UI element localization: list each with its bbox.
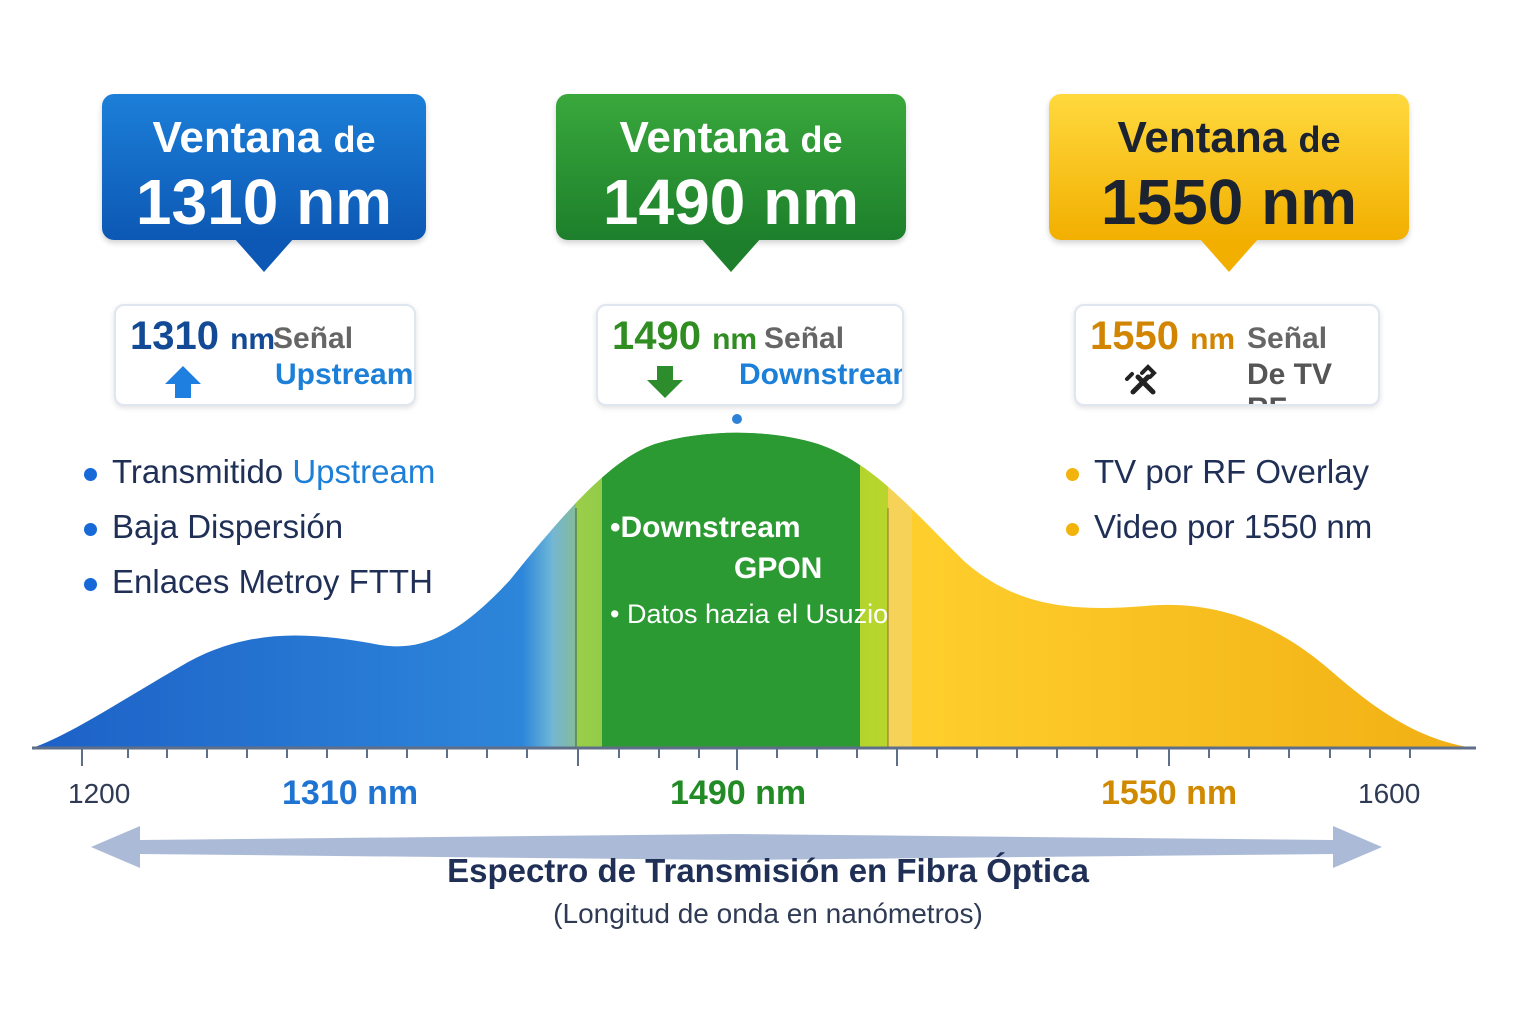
signal-card-downstream: 1490 nm Señal Downstream [596, 304, 904, 406]
signal-upstream-wavelength: 1310 nm [130, 314, 275, 359]
signal-rf-value: 1550 [1090, 314, 1179, 358]
signal-rf-type: De TV RF [1247, 358, 1333, 404]
callout-1310-title: Ventana de [102, 116, 426, 160]
callout-1490-prefix: Ventana [619, 113, 789, 162]
signal-downstream-unit: nm [712, 323, 758, 356]
up-arrow-icon [165, 366, 201, 398]
down-arrow-icon [647, 366, 683, 398]
callout-1490-suffix: de [800, 119, 843, 160]
callout-1310-suffix: de [333, 119, 376, 160]
callout-1490: Ventana de 1490 nm [556, 94, 906, 240]
axis-label-1310: 1310 nm [282, 774, 419, 812]
signal-downstream-wavelength: 1490 nm [612, 314, 757, 359]
signal-rf-wavelength: 1550 nm [1090, 314, 1235, 359]
bullet-upstream-1-text: Transmitido [112, 453, 293, 490]
signal-upstream-label: Señal [273, 322, 354, 355]
signal-rf-label: Señal [1247, 322, 1328, 355]
center-note-line3: • Datos hazia el Usuzio [610, 599, 889, 629]
axis-ticks [81, 748, 1411, 770]
callout-1310: Ventana de 1310 nm [102, 94, 426, 240]
callout-1490-value: 1490 nm [602, 166, 860, 238]
bullet-rf-2-text: Video por 1550 nm [1094, 507, 1373, 545]
bullet-upstream-3-text: Enlaces Metroy FTTH [112, 562, 433, 600]
center-note-line2: GPON [734, 552, 823, 585]
signal-downstream-type: Downstream [739, 358, 904, 391]
callout-1310-value: 1310 nm [135, 166, 393, 238]
peak-marker [732, 414, 742, 424]
diagram-title: Espectro de Transmisión en Fibra Óptica [447, 852, 1089, 889]
signal-upstream-type: Upstream [275, 358, 414, 391]
signal-downstream-label: Señal [764, 322, 845, 355]
axis-label-1550: 1550 nm [1101, 774, 1238, 812]
upstream-bullet-list: Transmitido Upstream Baja Dispersión Enl… [84, 453, 444, 620]
signal-card-upstream: 1310 nm Señal Upstream [114, 304, 416, 406]
spectrum-curve [32, 414, 1474, 748]
signal-card-rf-tv: 1550 nm Señal De TV RF [1074, 304, 1380, 406]
center-note-line1: •Downstream [610, 511, 801, 544]
signal-upstream-unit: nm [230, 323, 276, 356]
signal-downstream-value: 1490 [612, 314, 701, 358]
rf-bullet-list: TV por RF Overlay Video por 1550 nm [1066, 453, 1406, 565]
callout-1310-prefix: Ventana [152, 113, 322, 162]
axis-label-1600: 1600 [1358, 778, 1421, 809]
diagram-subtitle: (Longitud de onda en nanómetros) [553, 898, 983, 929]
bullet-upstream-1: Transmitido Upstream [84, 453, 444, 490]
signal-upstream-value: 1310 [130, 314, 219, 358]
signal-rf-unit: nm [1190, 323, 1236, 356]
callout-1550-title: Ventana de [1049, 116, 1409, 160]
callout-1550: Ventana de 1550 nm [1049, 94, 1409, 240]
bullet-rf-2: Video por 1550 nm [1066, 507, 1406, 545]
bullet-upstream-1-accent: Upstream [292, 453, 436, 490]
axis [32, 746, 1476, 770]
bullet-upstream-3: Enlaces Metroy FTTH [84, 562, 444, 600]
bullet-rf-1-text: TV por RF Overlay [1094, 453, 1370, 490]
bullet-rf-1: TV por RF Overlay [1066, 453, 1406, 490]
callout-1550-prefix: Ventana [1117, 113, 1287, 162]
tools-icon [1125, 364, 1157, 395]
axis-label-1490: 1490 nm [670, 774, 807, 812]
callout-1490-title: Ventana de [556, 116, 906, 160]
range-arrow [91, 826, 1382, 868]
callout-1550-suffix: de [1298, 119, 1341, 160]
bullet-upstream-2: Baja Dispersión [84, 507, 444, 545]
bullet-upstream-2-text: Baja Dispersión [112, 507, 344, 545]
callout-1550-value: 1550 nm [1100, 166, 1358, 238]
axis-label-1200: 1200 [68, 778, 131, 809]
